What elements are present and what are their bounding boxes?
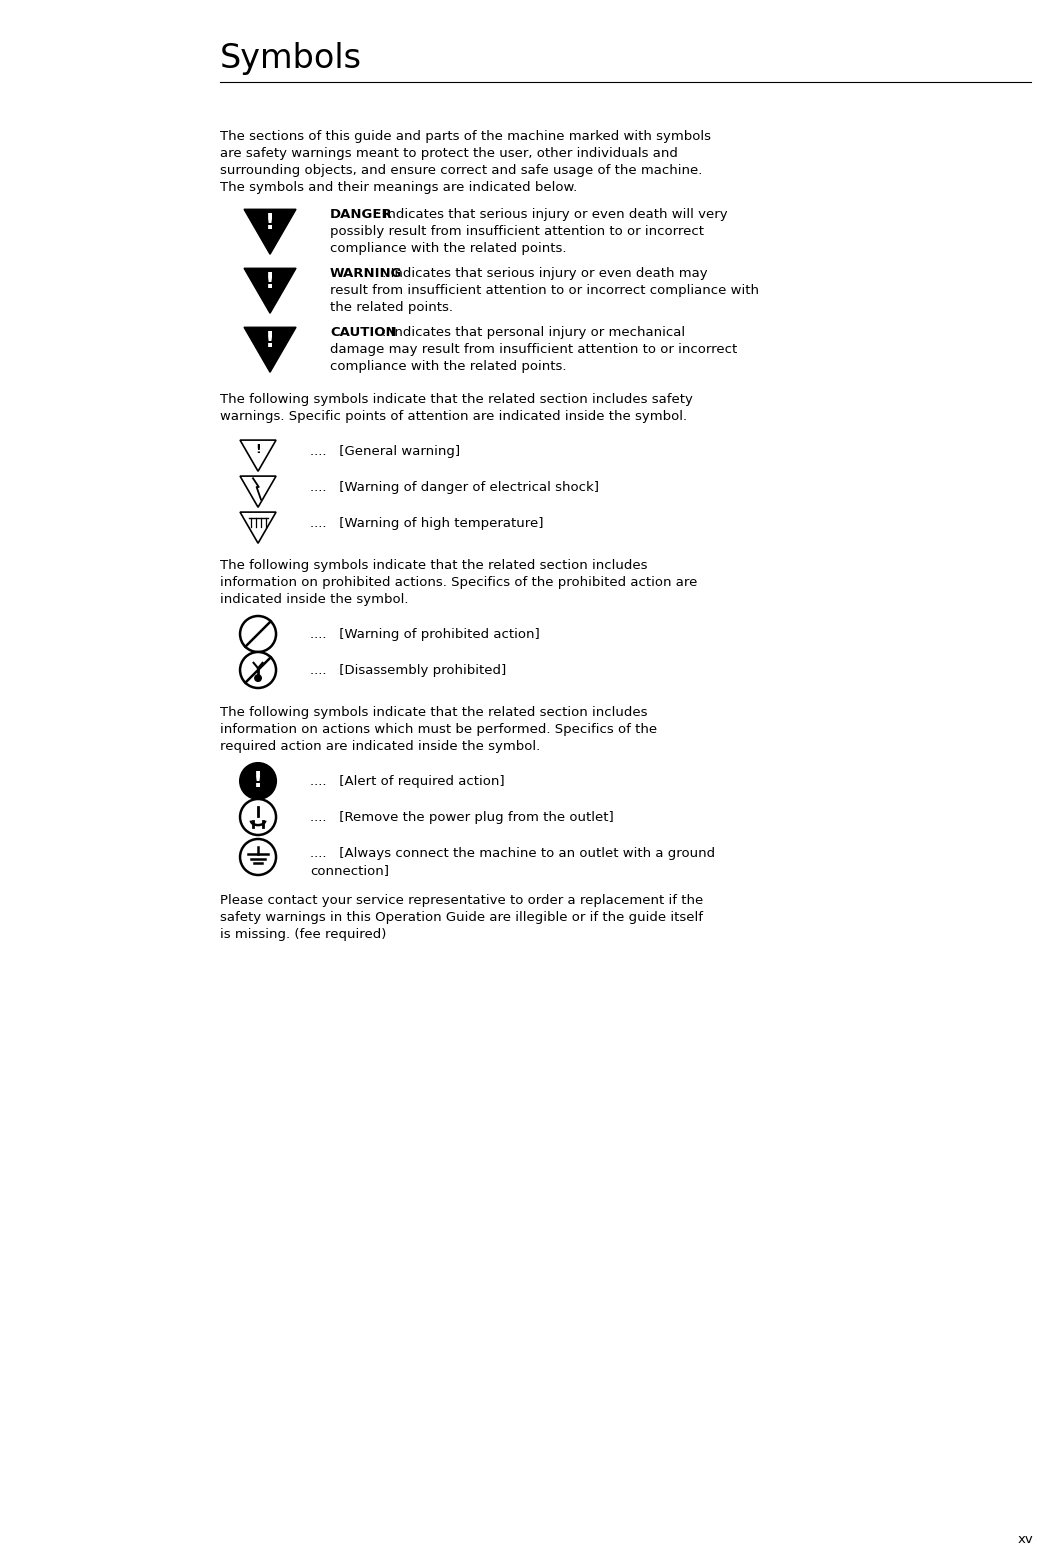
Polygon shape — [244, 210, 296, 254]
Text: compliance with the related points.: compliance with the related points. — [330, 360, 567, 373]
Text: ....   [Remove the power plug from the outlet]: .... [Remove the power plug from the out… — [310, 811, 613, 824]
Circle shape — [240, 615, 276, 651]
Text: ....   [Alert of required action]: .... [Alert of required action] — [310, 775, 505, 788]
Text: warnings. Specific points of attention are indicated inside the symbol.: warnings. Specific points of attention a… — [220, 410, 687, 423]
Text: damage may result from insufficient attention to or incorrect: damage may result from insufficient atte… — [330, 343, 738, 355]
Text: indicated inside the symbol.: indicated inside the symbol. — [220, 594, 408, 606]
Text: result from insufficient attention to or incorrect compliance with: result from insufficient attention to or… — [330, 283, 759, 298]
Text: : Indicates that serious injury or even death may: : Indicates that serious injury or even … — [383, 266, 708, 280]
Text: The following symbols indicate that the related section includes: The following symbols indicate that the … — [220, 559, 647, 572]
Text: CAUTION: CAUTION — [330, 326, 396, 338]
Text: information on actions which must be performed. Specifics of the: information on actions which must be per… — [220, 723, 657, 736]
Polygon shape — [244, 268, 296, 313]
Circle shape — [240, 651, 276, 687]
Text: WARNING: WARNING — [330, 266, 403, 280]
Text: !: ! — [265, 272, 275, 291]
Text: is missing. (fee required): is missing. (fee required) — [220, 929, 387, 941]
Text: Please contact your service representative to order a replacement if the: Please contact your service representati… — [220, 894, 704, 907]
Circle shape — [255, 675, 261, 681]
Text: !: ! — [265, 330, 275, 351]
Text: ....   [General warning]: .... [General warning] — [310, 445, 460, 457]
Text: : Indicates that personal injury or mechanical: : Indicates that personal injury or mech… — [383, 326, 686, 338]
Polygon shape — [240, 476, 276, 507]
Text: !: ! — [255, 443, 260, 456]
Circle shape — [240, 799, 276, 835]
Text: The sections of this guide and parts of the machine marked with symbols: The sections of this guide and parts of … — [220, 130, 711, 143]
Text: ....   [Warning of danger of electrical shock]: .... [Warning of danger of electrical sh… — [310, 481, 600, 493]
Text: safety warnings in this Operation Guide are illegible or if the guide itself: safety warnings in this Operation Guide … — [220, 911, 703, 924]
Text: DANGER: DANGER — [330, 208, 393, 221]
Text: ....   [Always connect the machine to an outlet with a ground: .... [Always connect the machine to an o… — [310, 847, 715, 860]
Text: compliance with the related points.: compliance with the related points. — [330, 243, 567, 255]
Text: !: ! — [265, 213, 275, 233]
Text: ....   [Warning of prohibited action]: .... [Warning of prohibited action] — [310, 628, 540, 640]
Text: information on prohibited actions. Specifics of the prohibited action are: information on prohibited actions. Speci… — [220, 576, 697, 589]
Text: required action are indicated inside the symbol.: required action are indicated inside the… — [220, 741, 540, 753]
Text: the related points.: the related points. — [330, 301, 453, 315]
Polygon shape — [240, 512, 276, 543]
Text: connection]: connection] — [310, 864, 389, 877]
Text: possibly result from insufficient attention to or incorrect: possibly result from insufficient attent… — [330, 226, 704, 238]
Text: The following symbols indicate that the related section includes: The following symbols indicate that the … — [220, 706, 647, 719]
Circle shape — [240, 763, 276, 799]
Text: ....   [Warning of high temperature]: .... [Warning of high temperature] — [310, 517, 543, 529]
Text: are safety warnings meant to protect the user, other individuals and: are safety warnings meant to protect the… — [220, 147, 678, 160]
Text: : Indicates that serious injury or even death will very: : Indicates that serious injury or even … — [375, 208, 728, 221]
Text: Symbols: Symbols — [220, 42, 362, 75]
Polygon shape — [244, 327, 296, 373]
Polygon shape — [240, 440, 276, 471]
Text: The symbols and their meanings are indicated below.: The symbols and their meanings are indic… — [220, 182, 577, 194]
Text: The following symbols indicate that the related section includes safety: The following symbols indicate that the … — [220, 393, 693, 406]
Text: !: ! — [253, 770, 264, 791]
Text: xv: xv — [1017, 1533, 1033, 1546]
Text: surrounding objects, and ensure correct and safe usage of the machine.: surrounding objects, and ensure correct … — [220, 164, 703, 177]
Circle shape — [240, 839, 276, 875]
Text: ....   [Disassembly prohibited]: .... [Disassembly prohibited] — [310, 664, 506, 677]
